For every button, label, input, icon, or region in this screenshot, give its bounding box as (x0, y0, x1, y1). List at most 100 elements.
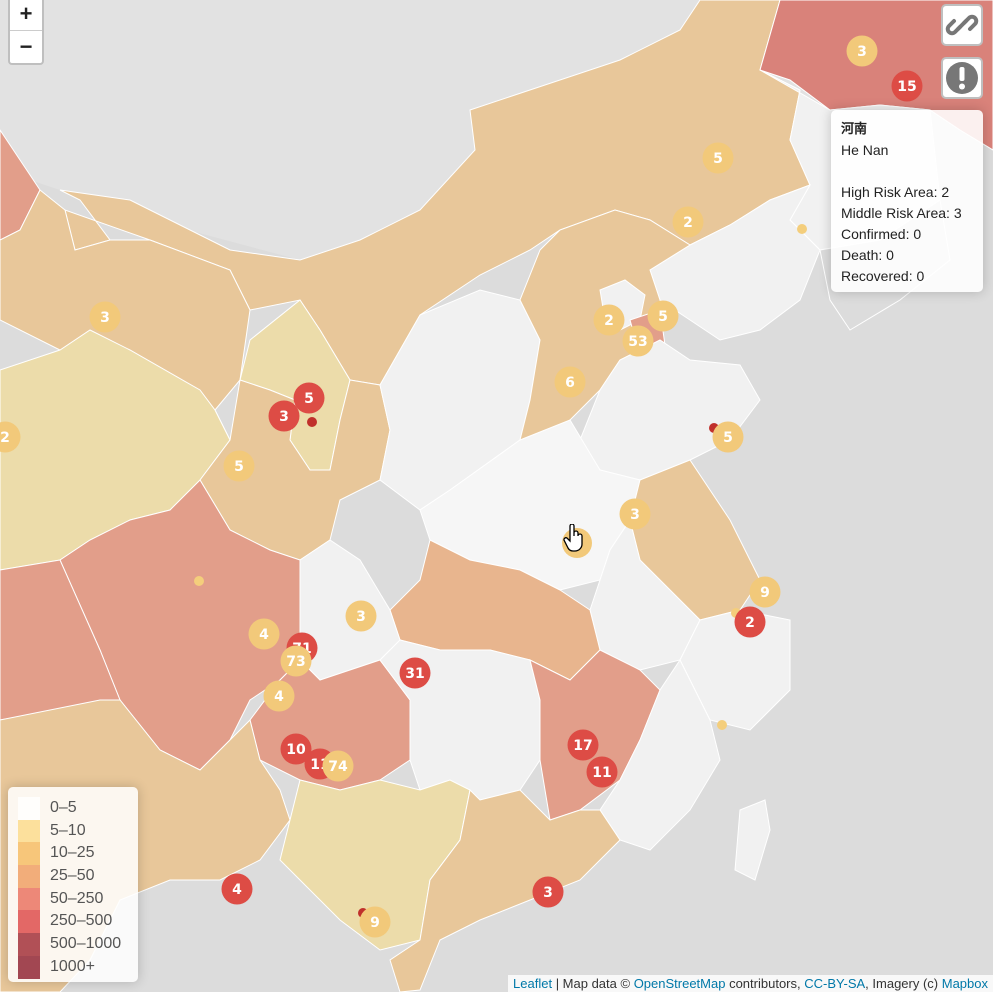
cluster-marker-label: 4 (274, 689, 284, 705)
cluster-marker-label: 5 (304, 391, 314, 407)
legend-label: 250–500 (50, 912, 113, 930)
cluster-marker-circle (846, 35, 878, 67)
cluster-marker[interactable]: 11 (586, 756, 618, 788)
cluster-marker[interactable]: 17 (567, 729, 599, 761)
cluster-marker[interactable]: 4 (221, 873, 253, 905)
cluster-marker[interactable]: 2 (672, 206, 704, 238)
cluster-marker-label: 73 (286, 654, 305, 670)
zoom-out-button[interactable]: − (10, 30, 42, 63)
cluster-marker-circle (280, 733, 312, 765)
legend-label: 25–50 (50, 867, 95, 885)
attribution: Leaflet | Map data © OpenStreetMap contr… (508, 975, 993, 992)
alert-button[interactable] (941, 57, 983, 99)
province-taiwan[interactable] (734, 799, 771, 881)
cluster-marker-circle (647, 300, 679, 332)
info-middle-risk: Middle Risk Area: 3 (841, 205, 962, 221)
cluster-marker[interactable]: 2 (734, 606, 766, 638)
hand-cursor-icon (563, 524, 583, 552)
cluster-marker-label: 3 (857, 44, 867, 60)
cluster-marker-circle (567, 729, 599, 761)
cluster-marker[interactable]: 5 (702, 142, 734, 174)
cluster-marker-label: 3 (630, 507, 640, 523)
cluster-marker[interactable]: 9 (749, 576, 781, 608)
cluster-marker-circle (221, 873, 253, 905)
legend-swatch (18, 842, 40, 866)
link-icon (945, 14, 979, 36)
cluster-marker-label: 2 (683, 215, 693, 231)
legend-label: 10–25 (50, 844, 95, 862)
cluster-marker-circle (399, 657, 431, 689)
attr-text-3: , Imagery (c) (865, 976, 942, 991)
info-panel: 河南 He Nan High Risk Area: 2 Middle Risk … (831, 110, 983, 292)
cluster-marker[interactable]: 3 (619, 498, 651, 530)
province-guangdong[interactable] (389, 788, 621, 992)
zoom-control: + − (8, 0, 44, 65)
cluster-marker[interactable]: 3 (89, 301, 121, 333)
cluster-marker-label: 15 (897, 79, 916, 95)
cluster-marker[interactable]: 73 (280, 645, 312, 677)
mapbox-link[interactable]: Mapbox (941, 976, 988, 991)
cluster-marker[interactable]: 3 (345, 600, 377, 632)
zoom-in-button[interactable]: + (19, 1, 33, 26)
cluster-marker[interactable]: 5 (293, 382, 325, 414)
link-button[interactable] (941, 4, 983, 46)
legend-label: 5–10 (50, 821, 86, 839)
info-title: 河南 (841, 122, 868, 137)
cluster-marker-label: 5 (723, 430, 733, 446)
cluster-marker[interactable]: 74 (322, 750, 354, 782)
cluster-marker-label: 4 (232, 882, 242, 898)
legend-row: 0–5 (18, 797, 128, 820)
cluster-marker[interactable]: 5 (712, 421, 744, 453)
osm-link[interactable]: OpenStreetMap (633, 976, 726, 991)
cluster-marker-label: 5 (658, 309, 668, 325)
cluster-marker[interactable]: 5 (223, 450, 255, 482)
cluster-marker-circle (248, 618, 280, 650)
cluster-marker-label: 74 (328, 759, 348, 775)
cluster-marker[interactable]: 5 (647, 300, 679, 332)
small-marker[interactable] (194, 576, 204, 586)
cluster-marker-circle (280, 645, 312, 677)
info-confirmed: Confirmed: 0 (841, 226, 922, 242)
cluster-marker[interactable]: 53 (622, 325, 654, 357)
cluster-marker-circle (586, 756, 618, 788)
cluster-marker-label: 3 (356, 609, 366, 625)
cluster-marker[interactable]: 15 (891, 70, 923, 102)
cluster-marker[interactable]: 2 (593, 304, 625, 336)
cluster-marker-label: 11 (592, 765, 611, 781)
legend-row: 5–10 (18, 819, 128, 843)
small-marker[interactable] (307, 417, 317, 427)
cluster-marker[interactable]: 3 (268, 400, 300, 432)
leaflet-link[interactable]: Leaflet (513, 976, 553, 991)
cluster-marker-circle (593, 304, 625, 336)
cluster-marker[interactable]: 6 (554, 366, 586, 398)
cluster-marker-label: 9 (370, 915, 380, 931)
cluster-marker-circle (891, 70, 923, 102)
cluster-marker-circle (223, 450, 255, 482)
legend-swatch (18, 797, 40, 820)
small-marker[interactable] (717, 720, 727, 730)
cluster-marker[interactable]: 3 (532, 876, 564, 908)
exclamation-icon (946, 62, 978, 94)
cluster-marker-circle (554, 366, 586, 398)
cluster-marker-label: 9 (760, 585, 770, 601)
license-link[interactable]: CC-BY-SA (804, 976, 866, 991)
province-fujian[interactable] (599, 659, 721, 851)
info-name: He Nan (841, 142, 889, 158)
cluster-marker[interactable]: 31 (399, 657, 431, 689)
cluster-marker-label: 31 (405, 666, 424, 682)
cluster-marker[interactable]: 4 (248, 618, 280, 650)
cluster-marker[interactable]: 9 (359, 906, 391, 938)
cluster-marker[interactable]: 4 (263, 680, 295, 712)
province-tibet[interactable] (0, 559, 121, 721)
info-recovered: Recovered: 0 (841, 268, 925, 284)
cluster-marker-label: 17 (573, 738, 592, 754)
legend-row: 500–1000 (18, 933, 128, 956)
small-marker[interactable] (797, 224, 807, 234)
cluster-marker[interactable]: 10 (280, 733, 312, 765)
legend-label: 500–1000 (50, 935, 122, 953)
cluster-marker-circle (672, 206, 704, 238)
cluster-marker[interactable]: 2 (0, 421, 21, 453)
cluster-marker[interactable]: 3 (846, 35, 878, 67)
cluster-marker-circle (0, 421, 21, 453)
